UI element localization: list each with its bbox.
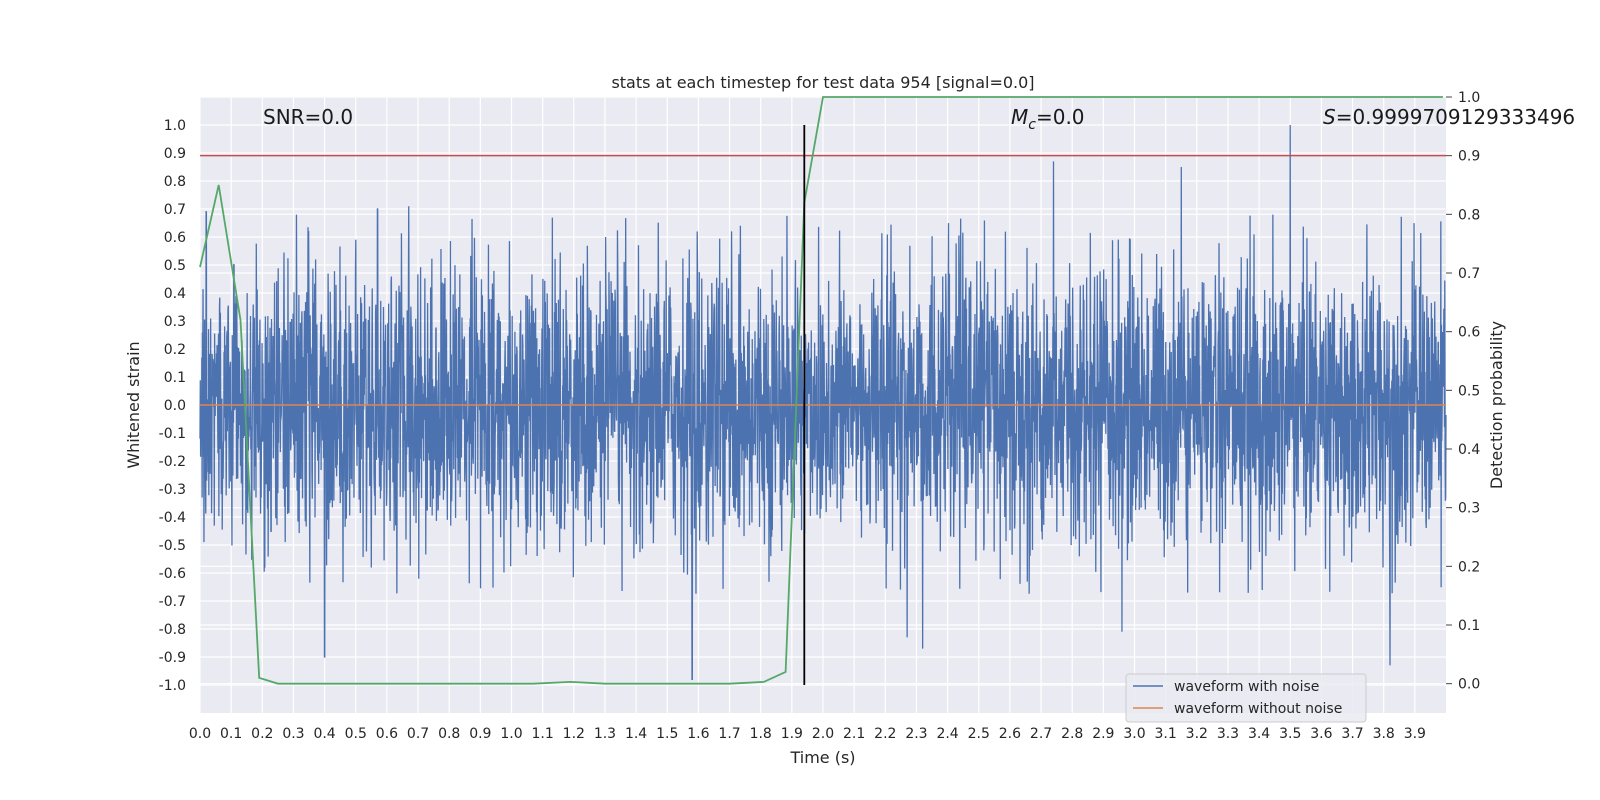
x-tick-label: 1.2 <box>563 726 585 742</box>
chirp-mass-subscript: c <box>1028 117 1036 133</box>
x-tick-label: 3.1 <box>1155 726 1177 742</box>
y-tick-label: 0.5 <box>164 258 186 274</box>
x-tick-label: 2.3 <box>905 726 927 742</box>
legend-box <box>1125 673 1367 723</box>
x-tick-label: 2.4 <box>936 726 958 742</box>
chirp-mass-symbol: M <box>1011 105 1028 129</box>
x-tick-label: 3.9 <box>1404 726 1426 742</box>
y-right-tick-label: 0.7 <box>1458 266 1480 282</box>
score-symbol: S <box>1323 105 1336 129</box>
y-tick-label: -0.5 <box>159 538 186 554</box>
y-tick-label: 0.9 <box>164 146 186 162</box>
y-tick-label: -0.3 <box>159 482 186 498</box>
legend-label-waveform-without-noise: waveform without noise <box>1174 701 1342 717</box>
y-tick-label: -1.0 <box>159 678 186 694</box>
x-tick-label: 2.5 <box>968 726 990 742</box>
y-tick-label: -0.6 <box>159 566 186 582</box>
waveform-with-noise-series <box>199 124 1447 681</box>
legend: waveform with noise waveform without noi… <box>1125 673 1367 723</box>
x-tick-label: 3.0 <box>1123 726 1145 742</box>
y-tick-label: -0.1 <box>159 426 186 442</box>
ticks-layer: 0.0 0.1 0.2 0.3 0.4 0.5 0.6 0.7 0.8 0.9 1.0 1.1 1.2 1… <box>159 90 1481 742</box>
x-tick-label: 3.3 <box>1217 726 1239 742</box>
x-tick-label: 0.7 <box>407 726 429 742</box>
y-tick-label: -0.7 <box>159 594 186 610</box>
x-tick-label: 0.9 <box>469 726 491 742</box>
y-axis-label: Whitened strain <box>124 341 143 468</box>
snr-annotation: SNR=0.0 <box>263 105 353 129</box>
detection-probability-line <box>199 96 1443 685</box>
y-right-tick-label: 0.2 <box>1458 559 1480 575</box>
x-tick-label: 3.2 <box>1186 726 1208 742</box>
x-tick-label: 3.6 <box>1310 726 1332 742</box>
y-right-tick-label: 0.6 <box>1458 325 1480 341</box>
y-tick-label: -0.8 <box>159 622 186 638</box>
y-right-tick-label: 0.8 <box>1458 207 1480 223</box>
x-axis-label: Time (s) <box>789 748 855 767</box>
waveform-with-noise-line <box>199 124 1447 681</box>
x-tick-label: 1.7 <box>718 726 740 742</box>
x-tick-label: 1.4 <box>625 726 647 742</box>
x-tick-label: 0.0 <box>189 726 211 742</box>
y-tick-label: 0.4 <box>164 286 186 302</box>
x-tick-label: 1.9 <box>781 726 803 742</box>
x-tick-label: 3.4 <box>1248 726 1270 742</box>
x-tick-label: 2.1 <box>843 726 865 742</box>
x-tick-label: 0.3 <box>282 726 304 742</box>
y-tick-label: 0.8 <box>164 174 186 190</box>
y-tick-label: 0.1 <box>164 370 186 386</box>
x-tick-label: 1.0 <box>500 726 522 742</box>
x-tick-label: 2.6 <box>999 726 1021 742</box>
overlay-layer <box>199 96 1446 685</box>
x-tick-label: 0.5 <box>345 726 367 742</box>
chirp-mass-value: =0.0 <box>1036 105 1085 129</box>
x-tick-label: 2.9 <box>1092 726 1114 742</box>
x-tick-label: 1.6 <box>687 726 709 742</box>
y-tick-label: -0.4 <box>159 510 186 526</box>
y-tick-label: 0.2 <box>164 342 186 358</box>
x-tick-label: 1.1 <box>532 726 554 742</box>
x-tick-label: 2.7 <box>1030 726 1052 742</box>
y-right-tick-label: 0.5 <box>1458 383 1480 399</box>
y-right-tick-label: 0.1 <box>1458 618 1480 634</box>
chart-title: stats at each timestep for test data 954… <box>611 73 1034 92</box>
y-tick-label: 0.0 <box>164 398 186 414</box>
x-tick-label: 1.5 <box>656 726 678 742</box>
y-right-tick-label: 0.9 <box>1458 149 1480 165</box>
y-tick-label: 0.7 <box>164 202 186 218</box>
x-tick-label: 1.3 <box>594 726 616 742</box>
x-tick-label: 0.2 <box>251 726 273 742</box>
y-right-tick-label: 0.3 <box>1458 501 1480 517</box>
legend-label-waveform-with-noise: waveform with noise <box>1174 679 1319 695</box>
y-tick-label: 1.0 <box>164 118 186 134</box>
x-tick-label: 2.2 <box>874 726 896 742</box>
x-tick-label: 0.4 <box>313 726 335 742</box>
x-tick-label: 1.8 <box>750 726 772 742</box>
score-value: =0.9999709129333496 <box>1336 105 1575 129</box>
x-tick-label: 3.8 <box>1373 726 1395 742</box>
y-right-tick-label: 1.0 <box>1458 90 1480 106</box>
y-right-tick-label: 0.4 <box>1458 442 1480 458</box>
y-right-axis-label: Detection probability <box>1487 321 1506 489</box>
x-tick-label: 2.0 <box>812 726 834 742</box>
chirp-mass-annotation: Mc=0.0 <box>1011 105 1085 133</box>
y-tick-label: -0.9 <box>159 650 186 666</box>
x-tick-label: 2.8 <box>1061 726 1083 742</box>
y-right-tick-label: 0.0 <box>1458 677 1480 693</box>
x-tick-label: 0.8 <box>438 726 460 742</box>
score-annotation: S=0.9999709129333496 <box>1323 105 1575 129</box>
x-tick-label: 3.5 <box>1279 726 1301 742</box>
y-tick-label: -0.2 <box>159 454 186 470</box>
x-tick-label: 3.7 <box>1341 726 1363 742</box>
x-tick-label: 0.6 <box>376 726 398 742</box>
y-tick-label: 0.6 <box>164 230 186 246</box>
y-tick-label: 0.3 <box>164 314 186 330</box>
x-tick-label: 0.1 <box>220 726 242 742</box>
